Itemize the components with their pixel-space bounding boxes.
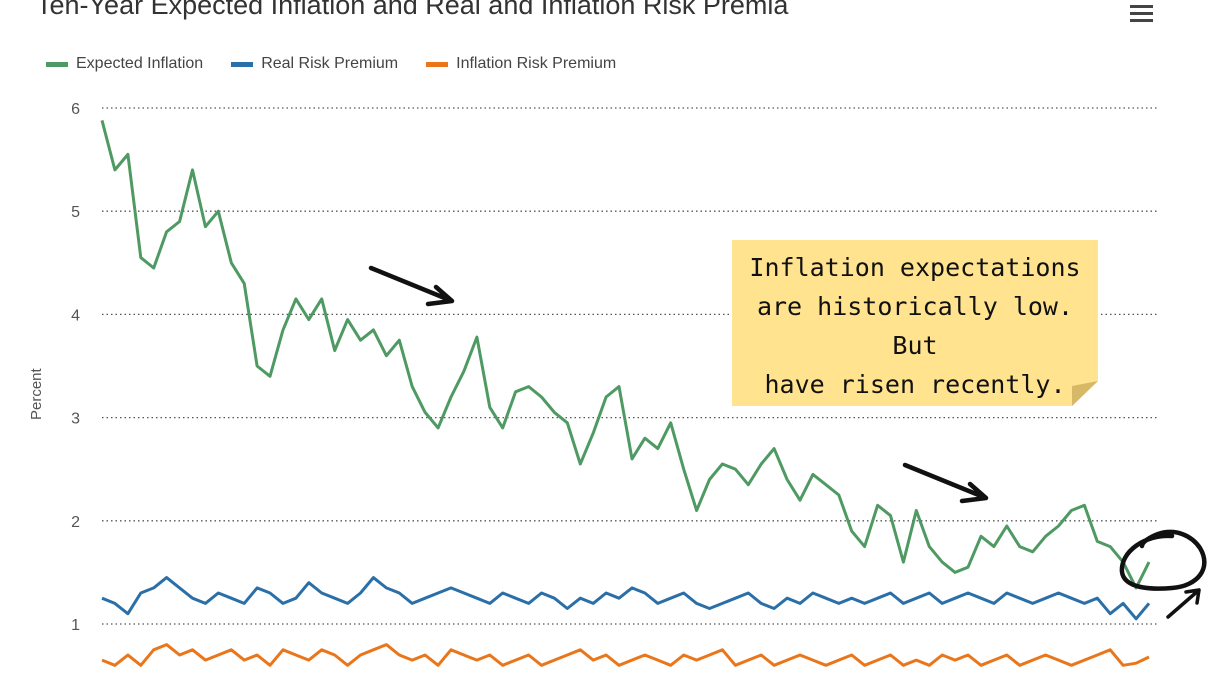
series-line-expected-inflation[interactable] (100, 120, 1151, 590)
y-tick-label: 3 (71, 411, 80, 428)
sticky-note (732, 240, 1098, 406)
upward-arrow-icon (1166, 588, 1201, 619)
legend-label: Inflation Risk Premium (456, 55, 617, 72)
legend-label: Real Risk Premium (261, 55, 399, 72)
legend-swatch (46, 61, 68, 67)
sticky-note-text: Inflation expectations are historically … (749, 253, 1081, 399)
chart-legend: Expected Inflation Real Risk Premium Inf… (46, 55, 616, 73)
legend-item-expected-inflation[interactable]: Expected Inflation (46, 55, 203, 73)
series-layer (100, 120, 1151, 667)
legend-item-real-risk-premium[interactable]: Real Risk Premium (231, 55, 398, 73)
grid-layer (102, 107, 1158, 625)
y-tick-label: 1 (71, 617, 80, 634)
y-tick-label: 6 (71, 101, 80, 118)
legend-swatch (426, 61, 449, 67)
series-line-real-risk-premium[interactable] (101, 576, 1151, 621)
legend-item-inflation-risk-premium[interactable]: Inflation Risk Premium (426, 55, 616, 73)
series-line-inflation-risk-premium[interactable] (101, 643, 1150, 667)
legend-swatch (231, 61, 254, 67)
trend-arrow-icon (902, 462, 989, 504)
highlight-circle-icon (1119, 529, 1207, 591)
doodle-layer (368, 265, 1207, 619)
y-tick-label: 4 (71, 307, 80, 324)
trend-arrow-icon (368, 265, 455, 307)
y-tick-label: 5 (71, 204, 80, 221)
y-tick-labels: 1 2 3 4 5 6 (71, 101, 80, 634)
chart-title: Ten-Year Expected Inflation and Real and… (36, 0, 789, 20)
legend-label: Expected Inflation (76, 55, 204, 72)
hamburger-menu-icon[interactable] (1128, 2, 1156, 24)
y-tick-label: 2 (71, 514, 80, 531)
